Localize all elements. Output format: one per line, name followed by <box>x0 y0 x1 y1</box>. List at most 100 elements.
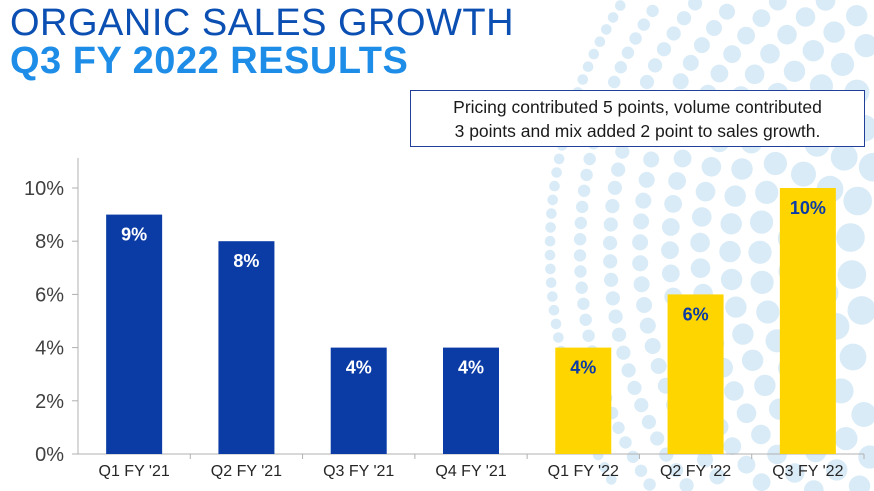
background-dot <box>843 186 872 216</box>
data-label-1: 9% <box>121 225 147 245</box>
background-dot <box>724 381 744 401</box>
background-dot <box>551 167 562 178</box>
background-dot <box>756 300 780 324</box>
background-dot <box>679 478 694 491</box>
background-dot <box>754 374 776 397</box>
background-dot <box>621 46 635 59</box>
bar-5 <box>555 347 612 454</box>
background-dot <box>731 158 753 180</box>
background-dot <box>846 5 868 27</box>
background-dot <box>710 64 729 83</box>
page-title: ORGANIC SALES GROWTH <box>10 2 515 44</box>
background-dot <box>748 240 772 264</box>
background-dot <box>760 44 780 64</box>
data-label-3: 4% <box>346 358 372 378</box>
background-dot <box>858 445 874 469</box>
background-dot <box>599 462 610 473</box>
background-dot <box>682 54 699 71</box>
background-dot <box>549 180 560 192</box>
background-dot <box>639 74 655 90</box>
background-dot <box>646 4 659 18</box>
background-dot <box>547 291 558 302</box>
background-dot <box>656 42 672 57</box>
background-dot <box>546 208 557 219</box>
background-dot <box>755 180 779 204</box>
background-dot <box>580 168 593 182</box>
background-dot <box>582 61 594 72</box>
background-dot <box>574 216 587 230</box>
background-dot <box>588 48 600 60</box>
background-dot <box>634 464 648 477</box>
background-dot <box>690 258 711 279</box>
background-dot <box>736 403 757 424</box>
background-dot <box>795 7 816 27</box>
bar-3 <box>330 347 387 454</box>
background-dot <box>633 213 650 230</box>
background-dot <box>668 172 686 190</box>
background-dot <box>701 157 722 177</box>
data-label-2: 8% <box>233 251 259 271</box>
background-dot <box>676 11 692 26</box>
background-dot <box>688 0 703 11</box>
background-dot <box>815 0 836 11</box>
background-dot <box>603 217 618 232</box>
background-dot <box>605 291 621 306</box>
callout-line-2: 3 points and mix added 2 point to sales … <box>454 121 821 141</box>
chart-labels: 9% Q1 FY '21 8% Q2 FY '21 4% Q3 FY '21 4% Q4 FY… <box>99 198 844 480</box>
background-dot <box>633 276 650 293</box>
background-dot <box>611 162 626 177</box>
background-dot <box>582 329 595 342</box>
background-dot <box>627 380 642 395</box>
y-tick-label: 0% <box>35 444 64 466</box>
background-dot <box>763 151 788 176</box>
background-dot <box>639 317 656 334</box>
background-dot <box>777 24 797 45</box>
background-dot <box>783 60 806 82</box>
background-dot <box>673 149 692 168</box>
background-dot <box>848 475 871 491</box>
background-dot <box>664 195 682 213</box>
background-dot <box>573 249 587 262</box>
x-tick-label: Q2 FY '22 <box>660 463 731 480</box>
background-dot <box>661 241 679 260</box>
background-dot <box>574 265 587 278</box>
y-tick-label: 6% <box>35 284 64 306</box>
background-dot <box>709 468 726 485</box>
background-dot <box>725 296 747 318</box>
background-dot <box>697 451 713 468</box>
background-dot <box>608 75 621 89</box>
data-label-6: 6% <box>683 304 709 324</box>
background-dot <box>830 143 858 171</box>
background-dot <box>603 235 618 251</box>
background-dot <box>837 260 867 289</box>
background-dot <box>693 37 710 54</box>
x-tick-label: Q4 FY '21 <box>435 463 506 480</box>
background-dot <box>826 459 848 481</box>
background-dot <box>612 327 627 342</box>
background-dot <box>752 9 771 27</box>
background-dot <box>577 297 590 310</box>
background-dot <box>650 358 667 374</box>
data-label-7: 10% <box>790 198 826 218</box>
background-dot <box>545 277 557 289</box>
background-dot <box>666 26 681 41</box>
callout-line-1: Pricing contributed 5 points, volume con… <box>453 97 822 117</box>
background-dot <box>784 463 805 483</box>
background-dot <box>650 431 665 446</box>
background-dot <box>695 181 716 202</box>
background-dot <box>616 345 631 360</box>
chart-bars <box>106 188 836 454</box>
background-dot <box>576 200 589 214</box>
background-dot <box>751 424 771 445</box>
background-dot <box>741 349 764 371</box>
background-dot <box>637 18 650 31</box>
y-tick-label: 10% <box>24 178 64 200</box>
background-dot <box>544 249 556 261</box>
background-dot <box>643 478 656 491</box>
background-dot <box>750 210 774 234</box>
background-dot <box>573 233 587 246</box>
x-tick-label: Q1 FY '22 <box>548 463 619 480</box>
background-dot <box>606 474 617 485</box>
background-dot <box>608 309 623 324</box>
